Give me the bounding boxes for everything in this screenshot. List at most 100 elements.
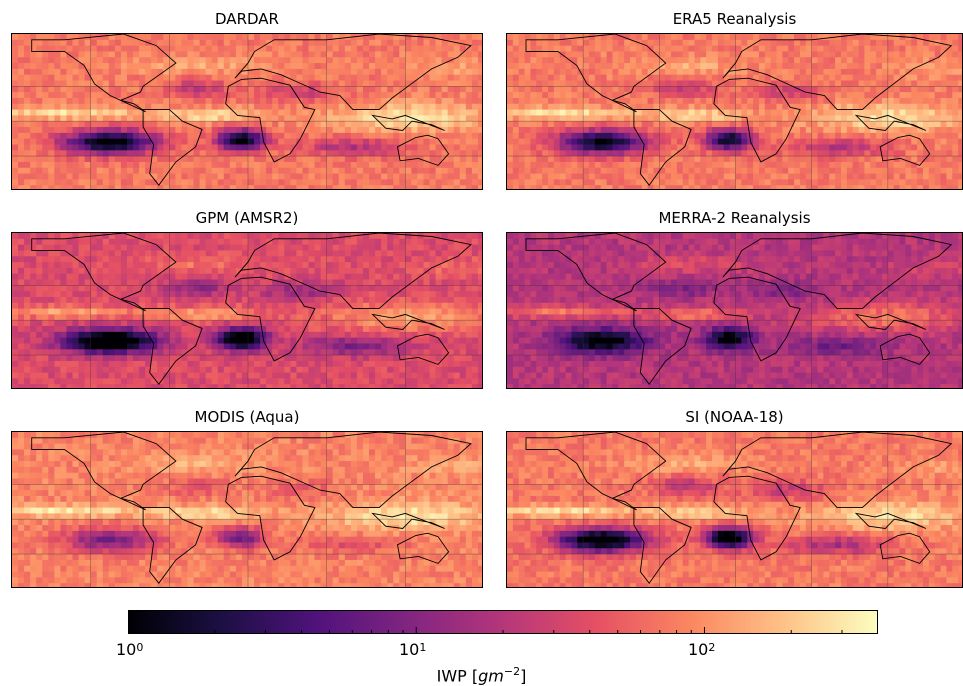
- map-cell: [151, 81, 158, 87]
- map-cell: [103, 349, 110, 355]
- map-cell: [79, 309, 86, 315]
- map-cell: [595, 156, 601, 162]
- map-cell: [595, 92, 601, 98]
- map-cell: [601, 121, 607, 127]
- map-cell: [724, 144, 730, 150]
- map-cell: [478, 150, 483, 156]
- map-cell: [54, 51, 61, 57]
- map-cell: [333, 139, 340, 145]
- map-cell: [278, 110, 285, 116]
- map-cell: [448, 63, 455, 69]
- map-cell: [941, 139, 947, 145]
- map-cell: [242, 168, 249, 174]
- map-cell: [478, 179, 483, 185]
- map-cell: [612, 40, 618, 46]
- map-cell: [554, 174, 560, 180]
- map-cell: [941, 174, 947, 180]
- map-cell: [12, 378, 19, 384]
- map-cell: [351, 75, 358, 81]
- map-cell: [712, 46, 718, 52]
- map-cell: [357, 34, 364, 40]
- map-cell: [103, 361, 110, 367]
- map-cell: [835, 121, 841, 127]
- map-cell: [800, 104, 806, 110]
- map-cell: [393, 104, 400, 110]
- map-cell: [718, 46, 724, 52]
- map-cell: [941, 57, 947, 63]
- map-cell: [472, 92, 479, 98]
- map-cell: [841, 156, 847, 162]
- map-cell: [321, 150, 328, 156]
- map-cell: [121, 245, 128, 251]
- map-cell: [771, 121, 777, 127]
- map-cell: [66, 268, 73, 274]
- map-cell: [18, 139, 25, 145]
- map-cell: [133, 373, 140, 379]
- map-cell: [115, 338, 122, 344]
- map-cell: [636, 150, 642, 156]
- map-cell: [888, 69, 894, 75]
- map-cell: [109, 256, 116, 262]
- map-cell: [48, 104, 55, 110]
- map-cell: [218, 127, 225, 133]
- map-cell: [351, 179, 358, 185]
- map-cell: [472, 98, 479, 104]
- map-cell: [54, 367, 61, 373]
- map-cell: [759, 185, 765, 190]
- map-cell: [345, 98, 352, 104]
- map-cell: [724, 57, 730, 63]
- map-cell: [284, 63, 291, 69]
- map-cell: [601, 174, 607, 180]
- map-cell: [525, 40, 531, 46]
- map-cell: [958, 174, 963, 180]
- map-cell: [806, 162, 812, 168]
- map-cell: [272, 46, 279, 52]
- map-cell: [139, 355, 146, 361]
- map-cell: [169, 185, 176, 190]
- map-cell: [18, 297, 25, 303]
- map-cell: [765, 162, 771, 168]
- map-cell: [835, 75, 841, 81]
- map-cell: [747, 57, 753, 63]
- map-cell: [507, 162, 513, 168]
- map-cell: [753, 127, 759, 133]
- map-cell: [66, 127, 73, 133]
- map-cell: [115, 156, 122, 162]
- map-cell: [677, 179, 683, 185]
- map-cell: [829, 57, 835, 63]
- map-cell: [73, 127, 80, 133]
- map-cell: [327, 110, 334, 116]
- map-cell: [157, 81, 164, 87]
- map-cell: [290, 115, 297, 121]
- map-cell: [218, 156, 225, 162]
- map-cell: [254, 86, 261, 92]
- map-cell: [519, 185, 525, 190]
- map-cell: [812, 156, 818, 162]
- map-cell: [296, 150, 303, 156]
- map-cell: [436, 57, 443, 63]
- map-cell: [724, 34, 730, 40]
- map-cell: [952, 121, 958, 127]
- map-cell: [560, 156, 566, 162]
- map-cell: [187, 156, 194, 162]
- map-cell: [187, 174, 194, 180]
- map-cell: [91, 63, 98, 69]
- map-cell: [683, 46, 689, 52]
- map-cell: [103, 75, 110, 81]
- map-cell: [321, 40, 328, 46]
- map-cell: [548, 139, 554, 145]
- map-cell: [694, 57, 700, 63]
- map-cell: [525, 133, 531, 139]
- map-cell: [163, 121, 170, 127]
- map-cell: [254, 185, 261, 190]
- map-cell: [236, 46, 243, 52]
- map-cell: [542, 139, 548, 145]
- map-cell: [236, 63, 243, 69]
- map-cell: [935, 51, 941, 57]
- map-cell: [442, 174, 449, 180]
- map-cell: [806, 133, 812, 139]
- map-cell: [583, 144, 589, 150]
- map-cell: [864, 46, 870, 52]
- map-cell: [730, 81, 736, 87]
- map-cell: [935, 174, 941, 180]
